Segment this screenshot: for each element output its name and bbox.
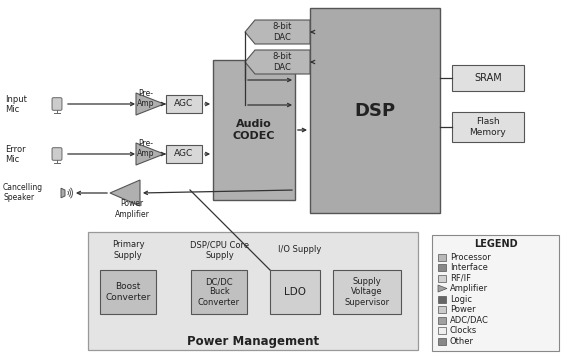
Polygon shape [438,285,447,292]
FancyBboxPatch shape [52,148,62,160]
Text: SRAM: SRAM [474,73,502,83]
Polygon shape [110,180,140,206]
Polygon shape [245,20,310,44]
Bar [438,253,446,261]
Bar [438,337,446,345]
Text: I/O Supply: I/O Supply [278,246,321,255]
Polygon shape [136,93,164,115]
Text: Power Management: Power Management [187,335,319,348]
Text: Mic: Mic [5,104,19,113]
Polygon shape [61,188,65,198]
Text: Logic: Logic [450,294,472,303]
Text: Primary
Supply: Primary Supply [112,240,145,260]
Text: Amp: Amp [137,149,155,158]
Text: Amplifier: Amplifier [450,284,488,293]
Bar [452,112,524,142]
Bar [432,235,559,351]
Polygon shape [136,143,164,165]
Bar [270,270,320,314]
Text: Mic: Mic [5,154,19,163]
Bar [100,270,156,314]
Bar [438,327,446,334]
Polygon shape [245,50,310,74]
FancyBboxPatch shape [52,98,62,110]
Text: Other: Other [450,336,474,345]
Text: DSP/CPU Core
Supply: DSP/CPU Core Supply [191,240,249,260]
Bar [438,306,446,313]
Bar [88,232,418,350]
Text: Power: Power [450,305,476,314]
Text: Pre-: Pre- [138,140,154,149]
Text: AGC: AGC [175,149,193,159]
Text: DSP: DSP [354,102,396,120]
Text: Cancelling: Cancelling [3,183,43,192]
Bar [438,295,446,303]
Bar [310,8,440,213]
Text: Audio
CODEC: Audio CODEC [232,119,275,141]
Text: LDO: LDO [284,287,306,297]
Text: Error: Error [5,145,26,154]
Bar [333,270,401,314]
Bar [438,264,446,271]
Text: RF/IF: RF/IF [450,274,471,283]
Text: Clocks: Clocks [450,326,477,335]
Text: DC/DC
Buck
Converter: DC/DC Buck Converter [198,277,240,307]
Text: 8-bit
DAC: 8-bit DAC [273,52,292,72]
Text: Power
Amplifier: Power Amplifier [115,199,150,219]
Text: Input: Input [5,95,27,104]
Text: Flash
Memory: Flash Memory [469,117,506,137]
Text: Interface: Interface [450,263,488,272]
Bar [166,95,202,113]
Bar [452,65,524,91]
Bar [191,270,247,314]
Bar [166,145,202,163]
Text: ADC/DAC: ADC/DAC [450,316,489,325]
Text: 8-bit
DAC: 8-bit DAC [273,22,292,42]
Text: Processor: Processor [450,252,491,261]
Text: Boost
Converter: Boost Converter [105,282,151,302]
Bar [438,275,446,281]
Text: LEGEND: LEGEND [473,239,517,249]
Text: Amp: Amp [137,98,155,107]
Bar [213,60,295,200]
Text: AGC: AGC [175,99,193,108]
Text: Pre-: Pre- [138,89,154,98]
Bar [438,317,446,323]
Text: Supply
Voltage
Supervisor: Supply Voltage Supervisor [344,277,390,307]
Text: Speaker: Speaker [3,192,34,201]
